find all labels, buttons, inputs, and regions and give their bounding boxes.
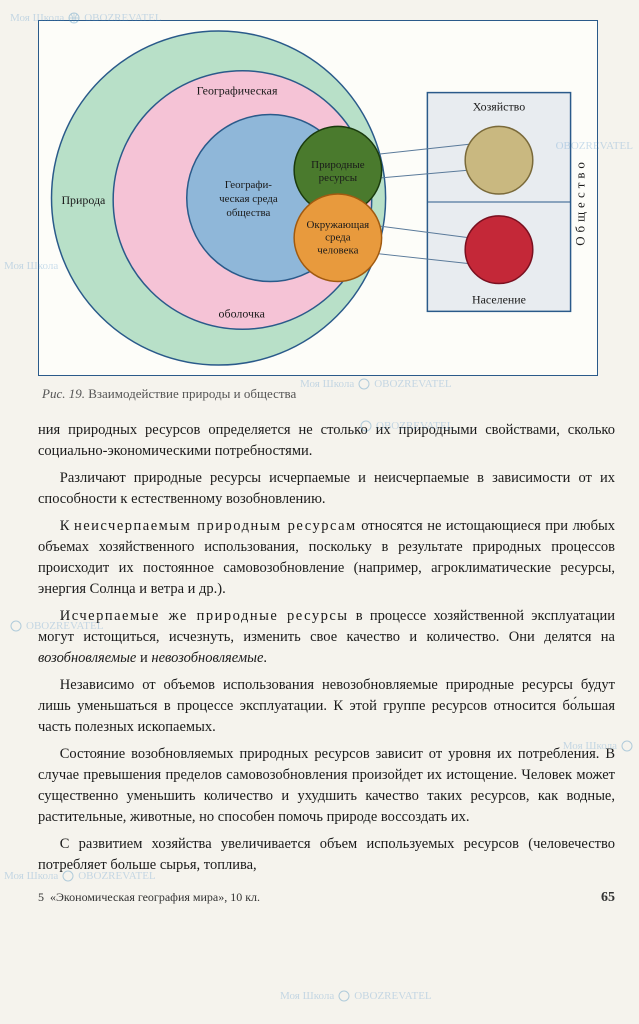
label-economy: Хозяйство [473,99,525,113]
paragraph: Различают природные ресурсы исчерпаемые … [38,468,615,510]
paragraph: С развитием хозяйства увеличивается объе… [38,834,615,876]
watermark: Моя Школа OBOZREVATEL [280,990,432,1002]
label-population: Население [472,292,526,306]
label-envhuman-3: человека [317,245,358,257]
label-resources-2: ресурсы [319,172,358,184]
figure-number: Рис. 19. [42,386,85,401]
label-geoenv-2: ческая среда [219,193,278,205]
page-container: Природа Географическая оболочка Географи… [0,0,639,916]
paragraph: Независимо от объемов использования нево… [38,675,615,738]
paragraph: ния природных ресурсов определяется не с… [38,420,615,462]
footer-left: 5 «Экономическая география мира», 10 кл. [38,890,260,905]
paragraph: Состояние возобновляемых природных ресур… [38,744,615,828]
label-nature: Природа [61,193,106,207]
body-text: ния природных ресурсов определяется не с… [38,420,615,876]
figure-caption: Рис. 19. Взаимодействие природы и общест… [42,386,615,402]
circle-economy [465,126,533,194]
label-society: Общество [572,158,587,246]
paragraph: К неисчерпаемым природным ресурсам относ… [38,516,615,600]
globe-icon [338,990,350,1002]
page-footer: 5 «Экономическая география мира», 10 кл.… [38,890,615,906]
paragraph: Исчерпаемые же природные ресурсы в проце… [38,606,615,669]
circle-population [465,216,533,284]
diagram-box: Природа Географическая оболочка Географи… [38,20,598,376]
label-geoenv-3: общества [226,207,270,219]
label-geographic-top: Географическая [197,84,278,98]
label-envhuman-1: Окружающая [307,219,370,231]
label-envhuman-2: среда [325,232,351,244]
page-number: 65 [601,890,615,906]
figure-caption-text: Взаимодействие природы и общества [88,386,296,401]
label-geographic-bottom: оболочка [219,306,266,320]
label-resources-1: Природные [311,159,365,171]
label-geoenv-1: Географи- [225,179,273,191]
diagram-svg: Природа Географическая оболочка Географи… [39,21,597,375]
